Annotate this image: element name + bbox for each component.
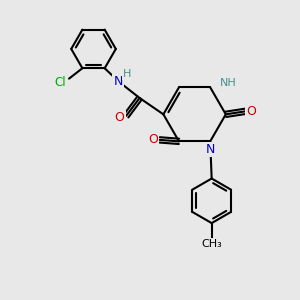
Text: O: O: [247, 105, 256, 118]
Text: CH₃: CH₃: [201, 239, 222, 250]
Text: NH: NH: [220, 78, 236, 88]
Text: O: O: [115, 111, 124, 124]
Text: H: H: [123, 69, 131, 79]
Text: N: N: [206, 143, 215, 156]
Text: N: N: [113, 74, 123, 88]
Text: O: O: [148, 134, 158, 146]
Text: Cl: Cl: [55, 76, 67, 89]
